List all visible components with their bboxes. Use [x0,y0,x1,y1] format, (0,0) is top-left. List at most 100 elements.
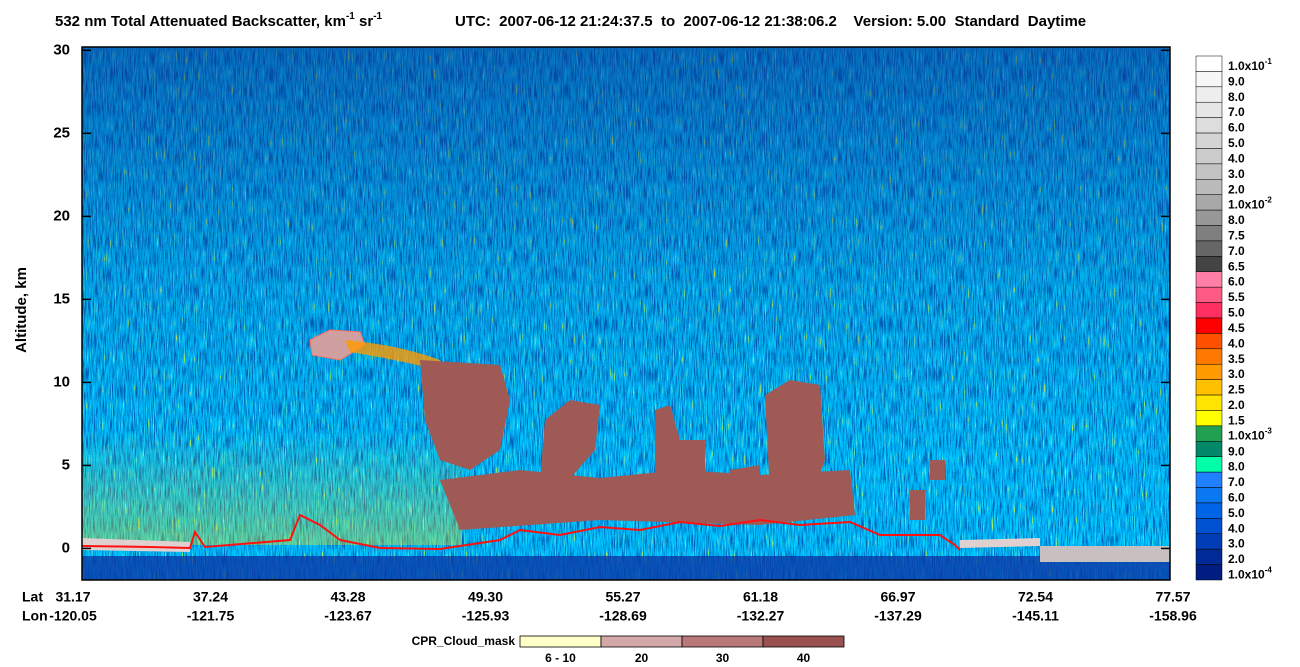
cloud [655,405,705,485]
colorbar-swatch [1195,533,1223,550]
colorbar-swatch [1195,286,1223,303]
colorbar-label: 7.0 [1228,475,1245,489]
chart-title: 532 nm Total Attenuated Backscatter, km-… [55,11,383,30]
lat-label: 61.18 [743,589,778,605]
colorbar-label: 9.0 [1228,74,1245,88]
colorbar-swatch [1195,471,1223,488]
colorbar-label: 2.0 [1228,398,1245,412]
surface-line [82,513,961,551]
colorbar-swatch [1195,256,1223,273]
cloud [420,360,510,470]
colorbar-swatch [1195,487,1223,504]
colorbar-label: 8.0 [1228,460,1245,474]
lat-label: 72.54 [1018,589,1053,605]
lon-label: -137.29 [874,608,922,624]
colorbar-label: 5.0 [1228,136,1245,150]
colorbar-label: 5.5 [1228,290,1245,304]
colorbar-label-exp: -2 [1265,196,1273,205]
cloud [440,470,855,530]
y-tick-label: 30 [53,41,70,58]
y-tick-label: 20 [53,207,70,224]
colorbar-label: 8.0 [1228,213,1245,227]
boundary-haze [82,430,462,545]
cloud [345,340,445,372]
colorbar-swatch [1195,379,1223,396]
title-text: 532 nm Total Attenuated Backscatter, km [55,13,346,30]
colorbar-label: 1.0x10-1 [1228,57,1272,73]
plot-frame [81,46,1171,581]
cloud-mask-title: CPR_Cloud_mask [412,634,516,648]
colorbar-label: 6.0 [1228,121,1245,135]
colorbar-swatch [1195,225,1223,242]
colorbar-swatch [1195,86,1223,103]
colorbar-label: 2.0 [1228,182,1245,196]
colorbar-label-exp: -3 [1265,427,1273,436]
colorbar-label: 3.5 [1228,352,1245,366]
colorbar-swatch [1195,394,1223,411]
lat-label: 66.97 [880,589,915,605]
colorbar-swatch [1195,148,1223,165]
colorbar-label: 5.0 [1228,306,1245,320]
colorbar-swatch [1195,209,1223,226]
y-axis-label: Altitude, km [13,267,30,353]
colorbar-label: 1.0x10-2 [1228,196,1272,212]
lon-label: -125.93 [462,608,510,624]
colorbar-label: 4.0 [1228,521,1245,535]
colorbar-swatch [1195,117,1223,134]
colorbar-label-exp: -4 [1265,565,1273,574]
colorbar-swatch [1195,363,1223,380]
cloud [765,380,825,500]
colorbar-label: 7.0 [1228,244,1245,258]
subsurface [82,556,1170,580]
lon-label: -132.27 [737,608,785,624]
colorbar-swatch [1195,564,1223,581]
colorbar-swatch [1195,163,1223,180]
colorbar-label-base: 1.0x10 [1228,59,1265,73]
cloud-mask-label: 20 [635,651,649,665]
lon-label: -120.05 [49,608,97,624]
x-row-label: Lat [22,589,43,605]
surface-return [82,538,190,552]
y-tick-label: 5 [62,456,70,473]
colorbar-swatch [1195,456,1223,473]
colorbar-swatch [1195,348,1223,365]
colorbar-swatch [1195,179,1223,195]
surface-return [960,538,1040,548]
colorbar-label: 8.0 [1228,90,1245,104]
colorbar-label: 1.0x10-3 [1228,427,1272,443]
colorbar-label-base: 1.0x10 [1228,198,1265,212]
y-tick-label: 0 [62,539,70,556]
colorbar-label: 2.0 [1228,552,1245,566]
colorbar-label: 4.5 [1228,321,1245,335]
cloud-mask-swatch [762,635,845,648]
y-tick-label: 10 [53,373,70,390]
cloud-mask-swatch [600,635,683,648]
colorbar-label-base: 1.0x10 [1228,568,1265,582]
surface-return [1040,546,1170,562]
colorbar-label: 9.0 [1228,444,1245,458]
lon-label: -145.11 [1012,608,1059,624]
colorbar-swatch [1195,518,1223,535]
lat-label: 31.17 [55,589,90,605]
colorbar-label: 6.5 [1228,259,1245,273]
colorbar-swatch [1195,317,1223,334]
cloud [730,465,760,490]
colorbar-swatch [1195,194,1223,211]
colorbar-label: 3.0 [1228,367,1245,381]
colorbar-swatch [1195,55,1223,72]
colorbar-swatch [1195,101,1223,118]
colorbar-label: 1.5 [1228,413,1245,427]
colorbar-label: 4.0 [1228,336,1245,350]
colorbar-label: 4.0 [1228,151,1245,165]
x-row-label: Lon [22,608,48,624]
lon-label: -123.67 [324,608,372,624]
lon-label: -121.75 [187,608,235,624]
colorbar-label: 7.0 [1228,105,1245,119]
colorbar-label-exp: -1 [1265,57,1273,66]
cloud [930,460,945,480]
lat-label: 37.24 [193,589,228,605]
lon-label: -128.69 [599,608,647,624]
lat-label: 77.57 [1155,589,1190,605]
title-exp: -1 [346,11,355,22]
colorbar-swatch [1195,410,1223,427]
